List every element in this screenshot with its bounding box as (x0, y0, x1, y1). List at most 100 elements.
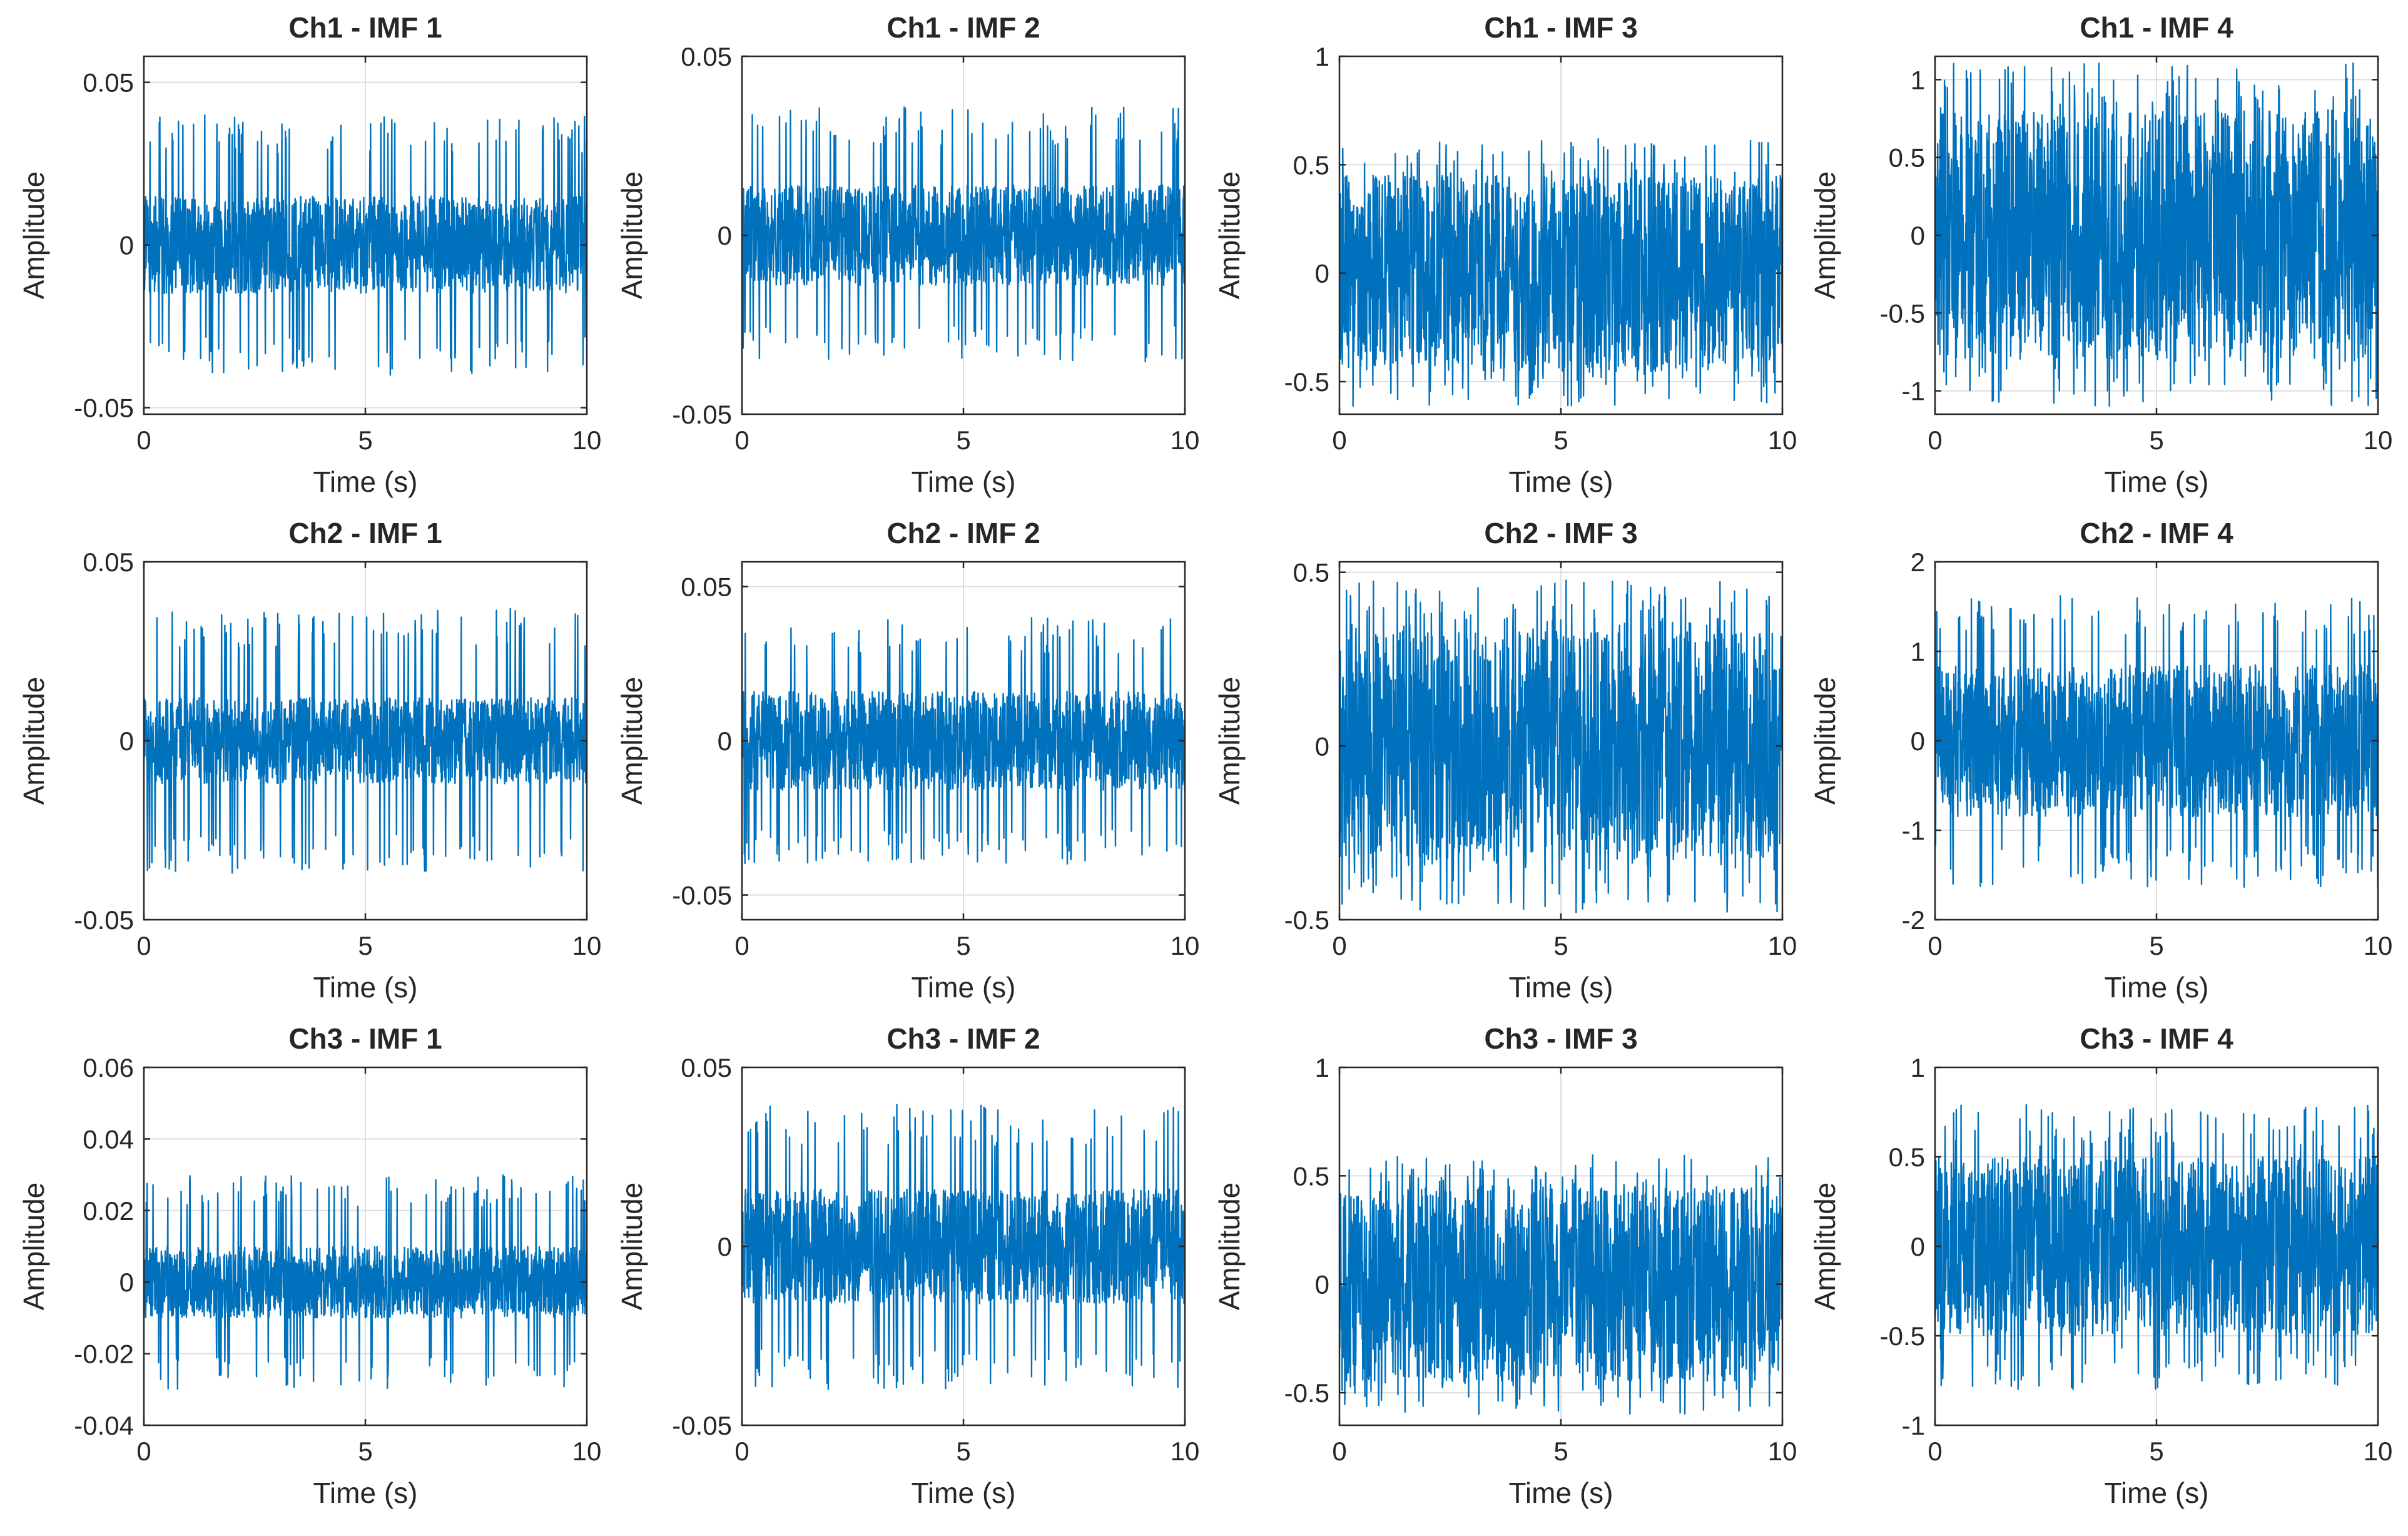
x-tick-label: 10 (2364, 931, 2393, 960)
signal-line (144, 608, 587, 874)
y-tick-label: 0.5 (1293, 150, 1329, 180)
x-tick-label: 5 (358, 931, 372, 960)
x-tick-label: 5 (1553, 931, 1568, 960)
x-axis-label: Time (s) (313, 465, 418, 498)
x-axis-label: Time (s) (1509, 465, 1613, 498)
x-tick-label: 5 (2149, 1437, 2163, 1466)
subplot-3-1: 0 5 10 -0.04 -0.02 0 0.02 0.04 0.06 Ch3 - IMF 1 Ti… (18, 1022, 601, 1509)
subplot-3-4: 0 5 10 -1 -0.5 0 0.5 1 Ch3 - IMF 4 Time (s) Amplit… (1809, 1022, 2392, 1509)
subplot-title: Ch3 - IMF 2 (886, 1022, 1040, 1055)
y-axis-label: Amplitude (18, 1183, 50, 1311)
x-axis-label: Time (s) (2105, 465, 2209, 498)
y-tick-label: 0 (1911, 221, 1925, 250)
y-tick-label: 0 (1315, 1270, 1329, 1299)
y-tick-label: 2 (1911, 547, 1925, 577)
x-axis-label: Time (s) (2105, 971, 2209, 1004)
signal-line (1339, 138, 1782, 407)
y-axis-label: Amplitude (1213, 171, 1246, 300)
subplot-title: Ch2 - IMF 3 (1484, 517, 1637, 549)
y-tick-label: 0.02 (83, 1196, 134, 1226)
y-tick-label: -0.05 (672, 1411, 732, 1440)
y-axis-label: Amplitude (1809, 677, 1841, 805)
y-tick-label: 0.5 (1293, 1161, 1329, 1191)
subplot-title: Ch1 - IMF 1 (288, 11, 442, 44)
y-axis-label: Amplitude (18, 677, 50, 805)
y-tick-label: -0.05 (672, 881, 732, 910)
y-tick-label: -0.5 (1880, 298, 1925, 328)
x-axis-label: Time (s) (912, 971, 1016, 1004)
y-tick-label: 0.5 (1889, 1142, 1925, 1172)
x-tick-label: 0 (1332, 1437, 1346, 1466)
y-tick-label: 0.05 (681, 1053, 732, 1082)
x-tick-label: 5 (956, 425, 970, 455)
y-axis-label: Amplitude (1213, 1183, 1246, 1311)
y-tick-label: 1 (1315, 42, 1329, 71)
signal-line (1935, 62, 2378, 407)
y-axis-label: Amplitude (616, 677, 648, 805)
y-tick-label: -1 (1902, 377, 1925, 406)
subplot-title: Ch1 - IMF 2 (886, 11, 1040, 44)
x-tick-label: 5 (2149, 931, 2163, 960)
subplot-title: Ch2 - IMF 4 (2080, 517, 2233, 549)
x-axis-label: Time (s) (912, 1477, 1016, 1509)
subplot-title: Ch1 - IMF 4 (2080, 11, 2233, 44)
x-axis-label: Time (s) (1509, 1477, 1613, 1509)
x-tick-label: 10 (1171, 1437, 1200, 1466)
y-tick-label: 0.05 (83, 68, 134, 98)
y-tick-label: 0 (718, 221, 732, 250)
x-tick-label: 10 (572, 931, 602, 960)
subplot-title: Ch3 - IMF 1 (288, 1022, 442, 1055)
y-tick-label: 0 (119, 231, 134, 260)
x-tick-label: 10 (2364, 425, 2393, 455)
x-tick-label: 10 (572, 1437, 602, 1466)
y-tick-label: -0.02 (74, 1340, 134, 1369)
y-axis-label: Amplitude (1213, 677, 1246, 805)
y-tick-label: 0 (119, 1268, 134, 1297)
x-tick-label: 0 (136, 425, 151, 455)
signal-line (144, 1174, 587, 1390)
y-axis-label: Amplitude (616, 171, 648, 300)
x-tick-label: 0 (734, 425, 749, 455)
y-tick-label: -0.05 (74, 394, 134, 423)
subplot-title: Ch1 - IMF 3 (1484, 11, 1637, 44)
y-axis-label: Amplitude (616, 1183, 648, 1311)
x-tick-label: 5 (1553, 425, 1568, 455)
x-tick-label: 10 (1768, 931, 1797, 960)
x-tick-label: 10 (1768, 425, 1797, 455)
subplot-title: Ch2 - IMF 2 (886, 517, 1040, 549)
x-tick-label: 0 (1928, 931, 1942, 960)
signal-line (1935, 1104, 2378, 1390)
x-tick-label: 10 (2364, 1437, 2393, 1466)
y-tick-label: 0 (1315, 259, 1329, 288)
x-tick-label: 0 (1928, 425, 1942, 455)
x-tick-label: 5 (358, 1437, 372, 1466)
y-tick-label: 0 (1911, 726, 1925, 756)
y-tick-label: -1 (1902, 1411, 1925, 1440)
x-tick-label: 0 (136, 931, 151, 960)
y-tick-label: -0.5 (1284, 905, 1329, 935)
x-tick-label: 10 (572, 425, 602, 455)
x-tick-label: 5 (956, 1437, 970, 1466)
y-tick-label: 0 (119, 726, 134, 756)
y-tick-label: -2 (1902, 905, 1925, 935)
y-tick-label: 1 (1911, 637, 1925, 666)
y-tick-label: 0.05 (83, 547, 134, 577)
y-axis-label: Amplitude (1809, 1183, 1841, 1311)
y-tick-label: -0.05 (74, 905, 134, 935)
x-tick-label: 0 (1332, 931, 1346, 960)
y-tick-label: -1 (1902, 816, 1925, 845)
y-tick-label: 1 (1911, 1053, 1925, 1082)
x-tick-label: 5 (2149, 425, 2163, 455)
x-tick-label: 0 (1928, 1437, 1942, 1466)
x-axis-label: Time (s) (313, 971, 418, 1004)
signal-line (1339, 579, 1782, 913)
x-tick-label: 5 (1553, 1437, 1568, 1466)
y-tick-label: 1 (1315, 1053, 1329, 1082)
signal-line (1339, 1154, 1782, 1415)
x-tick-label: 10 (1768, 1437, 1797, 1466)
